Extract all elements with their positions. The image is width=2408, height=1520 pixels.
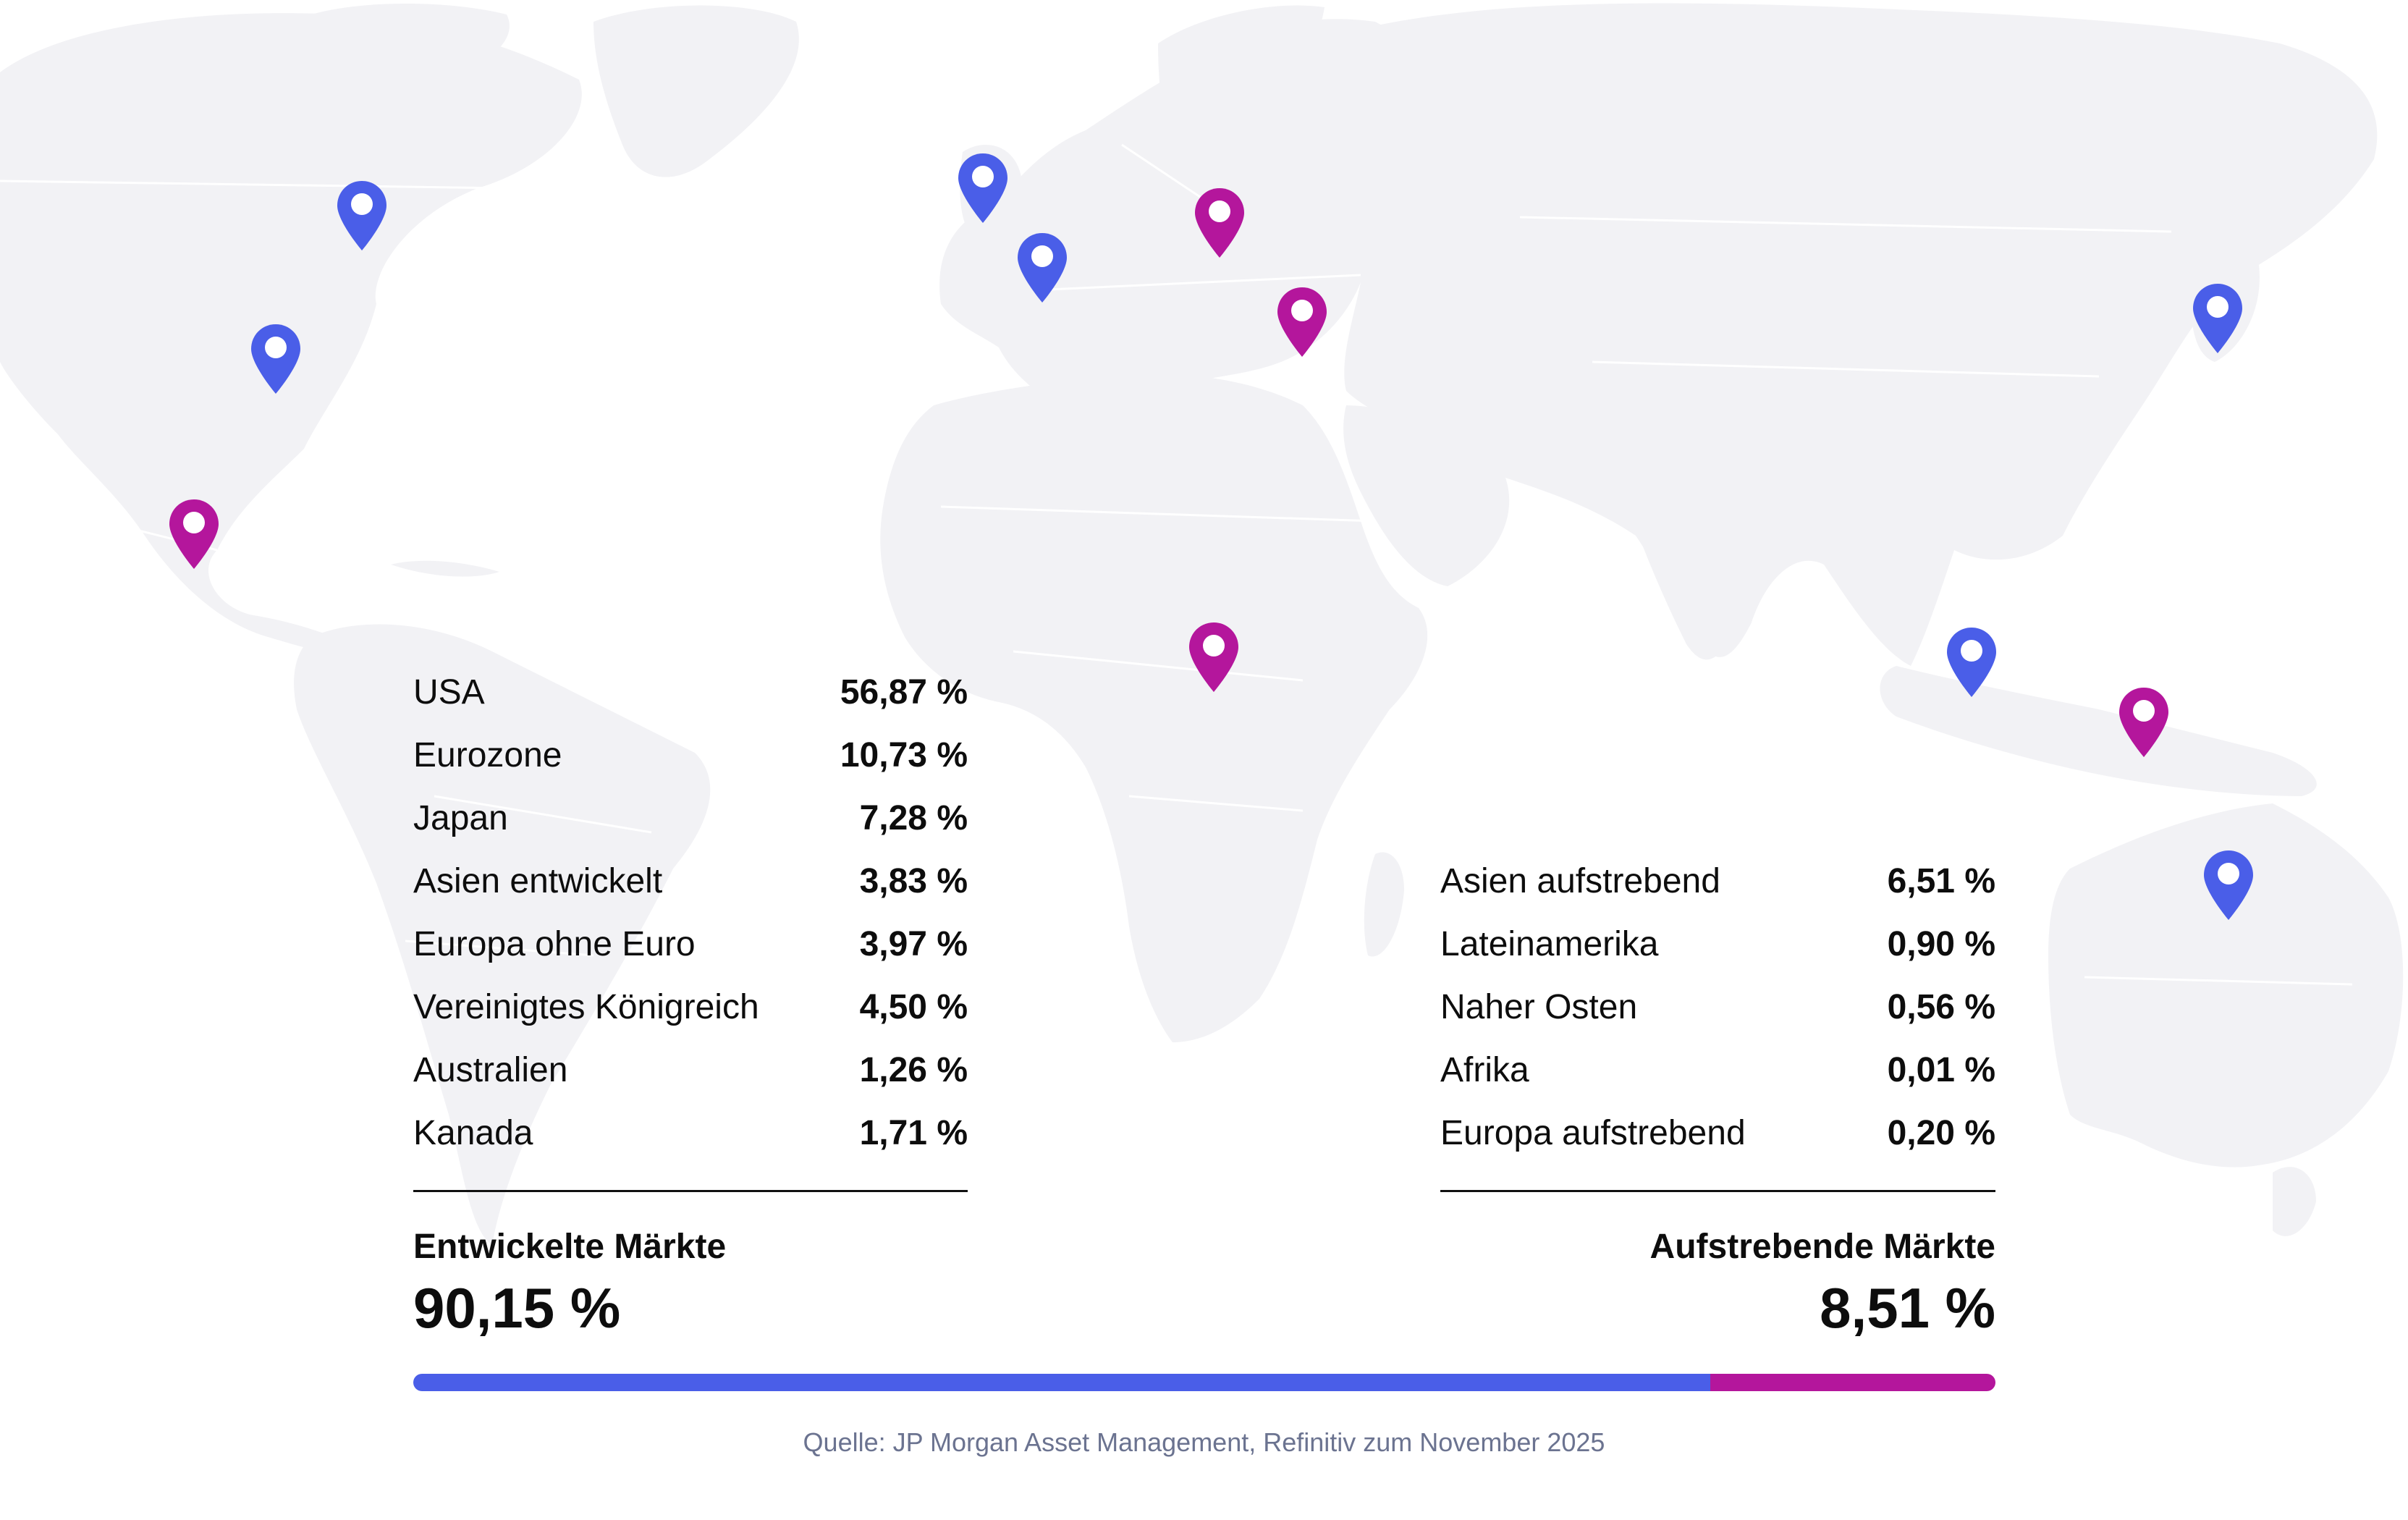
market-share-bar bbox=[413, 1374, 1995, 1391]
region-label: Europa ohne Euro bbox=[413, 925, 696, 963]
table-row: Europa aufstrebend 0,20 % bbox=[1440, 1108, 1995, 1159]
asia-landmass bbox=[1344, 3, 2378, 666]
region-label: Asien aufstrebend bbox=[1440, 862, 1720, 900]
developed-divider bbox=[413, 1190, 968, 1192]
region-label: USA bbox=[413, 673, 485, 712]
emerging-market-pin-icon bbox=[1189, 622, 1238, 692]
arabian-peninsula bbox=[1343, 405, 1510, 586]
table-row: USA 56,87 % bbox=[413, 667, 968, 718]
region-value: 0,90 % bbox=[1887, 925, 1995, 963]
developed-market-pin-icon bbox=[2193, 284, 2242, 353]
table-row: Europa ohne Euro 3,97 % bbox=[413, 919, 968, 970]
table-row: Vereinigtes Königreich 4,50 % bbox=[413, 982, 968, 1033]
region-value: 6,51 % bbox=[1887, 862, 1995, 900]
table-row: Kanada 1,71 % bbox=[413, 1108, 968, 1159]
emerging-total-value: 8,51 % bbox=[1820, 1276, 1995, 1340]
table-row: Naher Osten 0,56 % bbox=[1440, 982, 1995, 1033]
table-row: Japan 7,28 % bbox=[413, 793, 968, 844]
region-value: 10,73 % bbox=[840, 736, 968, 774]
region-label: Asien entwickelt bbox=[413, 862, 663, 900]
developed-market-pin-icon bbox=[2204, 850, 2253, 920]
region-label: Lateinamerika bbox=[1440, 925, 1659, 963]
table-row: Eurozone 10,73 % bbox=[413, 730, 968, 781]
table-row: Lateinamerika 0,90 % bbox=[1440, 919, 1995, 970]
region-label: Vereinigtes Königreich bbox=[413, 988, 759, 1026]
region-value: 0,56 % bbox=[1887, 988, 1995, 1026]
region-label: Europa aufstrebend bbox=[1440, 1114, 1746, 1152]
new-zealand-landmass bbox=[2273, 1167, 2316, 1236]
developed-markets-table: USA 56,87 % Eurozone 10,73 % Japan 7,28 % A… bbox=[413, 667, 968, 1152]
region-label: Australien bbox=[413, 1051, 568, 1089]
table-row: Australien 1,26 % bbox=[413, 1045, 968, 1096]
table-row: Asien entwickelt 3,83 % bbox=[413, 856, 968, 907]
region-value: 1,26 % bbox=[859, 1051, 968, 1089]
region-value: 3,97 % bbox=[859, 925, 968, 963]
greenland-landmass bbox=[593, 5, 799, 177]
madagascar-landmass bbox=[1364, 852, 1404, 957]
region-value: 3,83 % bbox=[859, 862, 968, 900]
developed-market-pin-icon bbox=[1018, 233, 1067, 303]
scandinavia-landmass bbox=[1158, 5, 1325, 211]
africa-landmass bbox=[880, 373, 1428, 1042]
developed-total-value: 90,15 % bbox=[413, 1276, 621, 1340]
table-row: Asien aufstrebend 6,51 % bbox=[1440, 856, 1995, 907]
emerging-market-pin-icon bbox=[1195, 188, 1244, 258]
india-landmass bbox=[1621, 434, 1758, 660]
source-note: Quelle: JP Morgan Asset Management, Refi… bbox=[803, 1427, 1605, 1457]
region-value: 4,50 % bbox=[859, 988, 968, 1026]
region-label: Eurozone bbox=[413, 736, 562, 774]
region-value: 56,87 % bbox=[840, 673, 968, 712]
developed-market-pin-icon bbox=[1947, 628, 1996, 697]
developed-total-label: Entwickelte Märkte bbox=[413, 1228, 727, 1266]
region-label: Afrika bbox=[1440, 1051, 1529, 1089]
region-value: 0,01 % bbox=[1887, 1051, 1995, 1089]
region-label: Japan bbox=[413, 799, 508, 837]
region-label: Naher Osten bbox=[1440, 988, 1638, 1026]
region-value: 0,20 % bbox=[1887, 1114, 1995, 1152]
region-value: 7,28 % bbox=[859, 799, 968, 837]
emerging-divider bbox=[1440, 1190, 1995, 1192]
caribbean-islands bbox=[391, 560, 499, 577]
south-america-landmass bbox=[294, 624, 711, 1245]
table-row: Afrika 0,01 % bbox=[1440, 1045, 1995, 1096]
australia-landmass bbox=[2048, 803, 2404, 1168]
emerging-share-segment bbox=[1710, 1374, 1995, 1391]
emerging-market-pin-icon bbox=[1277, 287, 1327, 357]
canada-islands bbox=[311, 4, 510, 80]
emerging-total-label: Aufstrebende Märkte bbox=[1649, 1228, 1995, 1266]
country-borders bbox=[0, 143, 2353, 986]
developed-share-segment bbox=[413, 1374, 1711, 1391]
region-label: Kanada bbox=[413, 1114, 533, 1152]
region-value: 1,71 % bbox=[859, 1114, 968, 1152]
emerging-market-pin-icon bbox=[2119, 688, 2168, 757]
emerging-markets-table: Asien aufstrebend 6,51 % Lateinamerika 0,9… bbox=[1440, 856, 1995, 1160]
developed-market-pin-icon bbox=[958, 153, 1007, 223]
developed-market-pin-icon bbox=[251, 324, 300, 394]
developed-market-pin-icon bbox=[337, 181, 386, 250]
southeast-asia-islands bbox=[1880, 666, 2317, 796]
emerging-market-pin-icon bbox=[169, 499, 219, 569]
